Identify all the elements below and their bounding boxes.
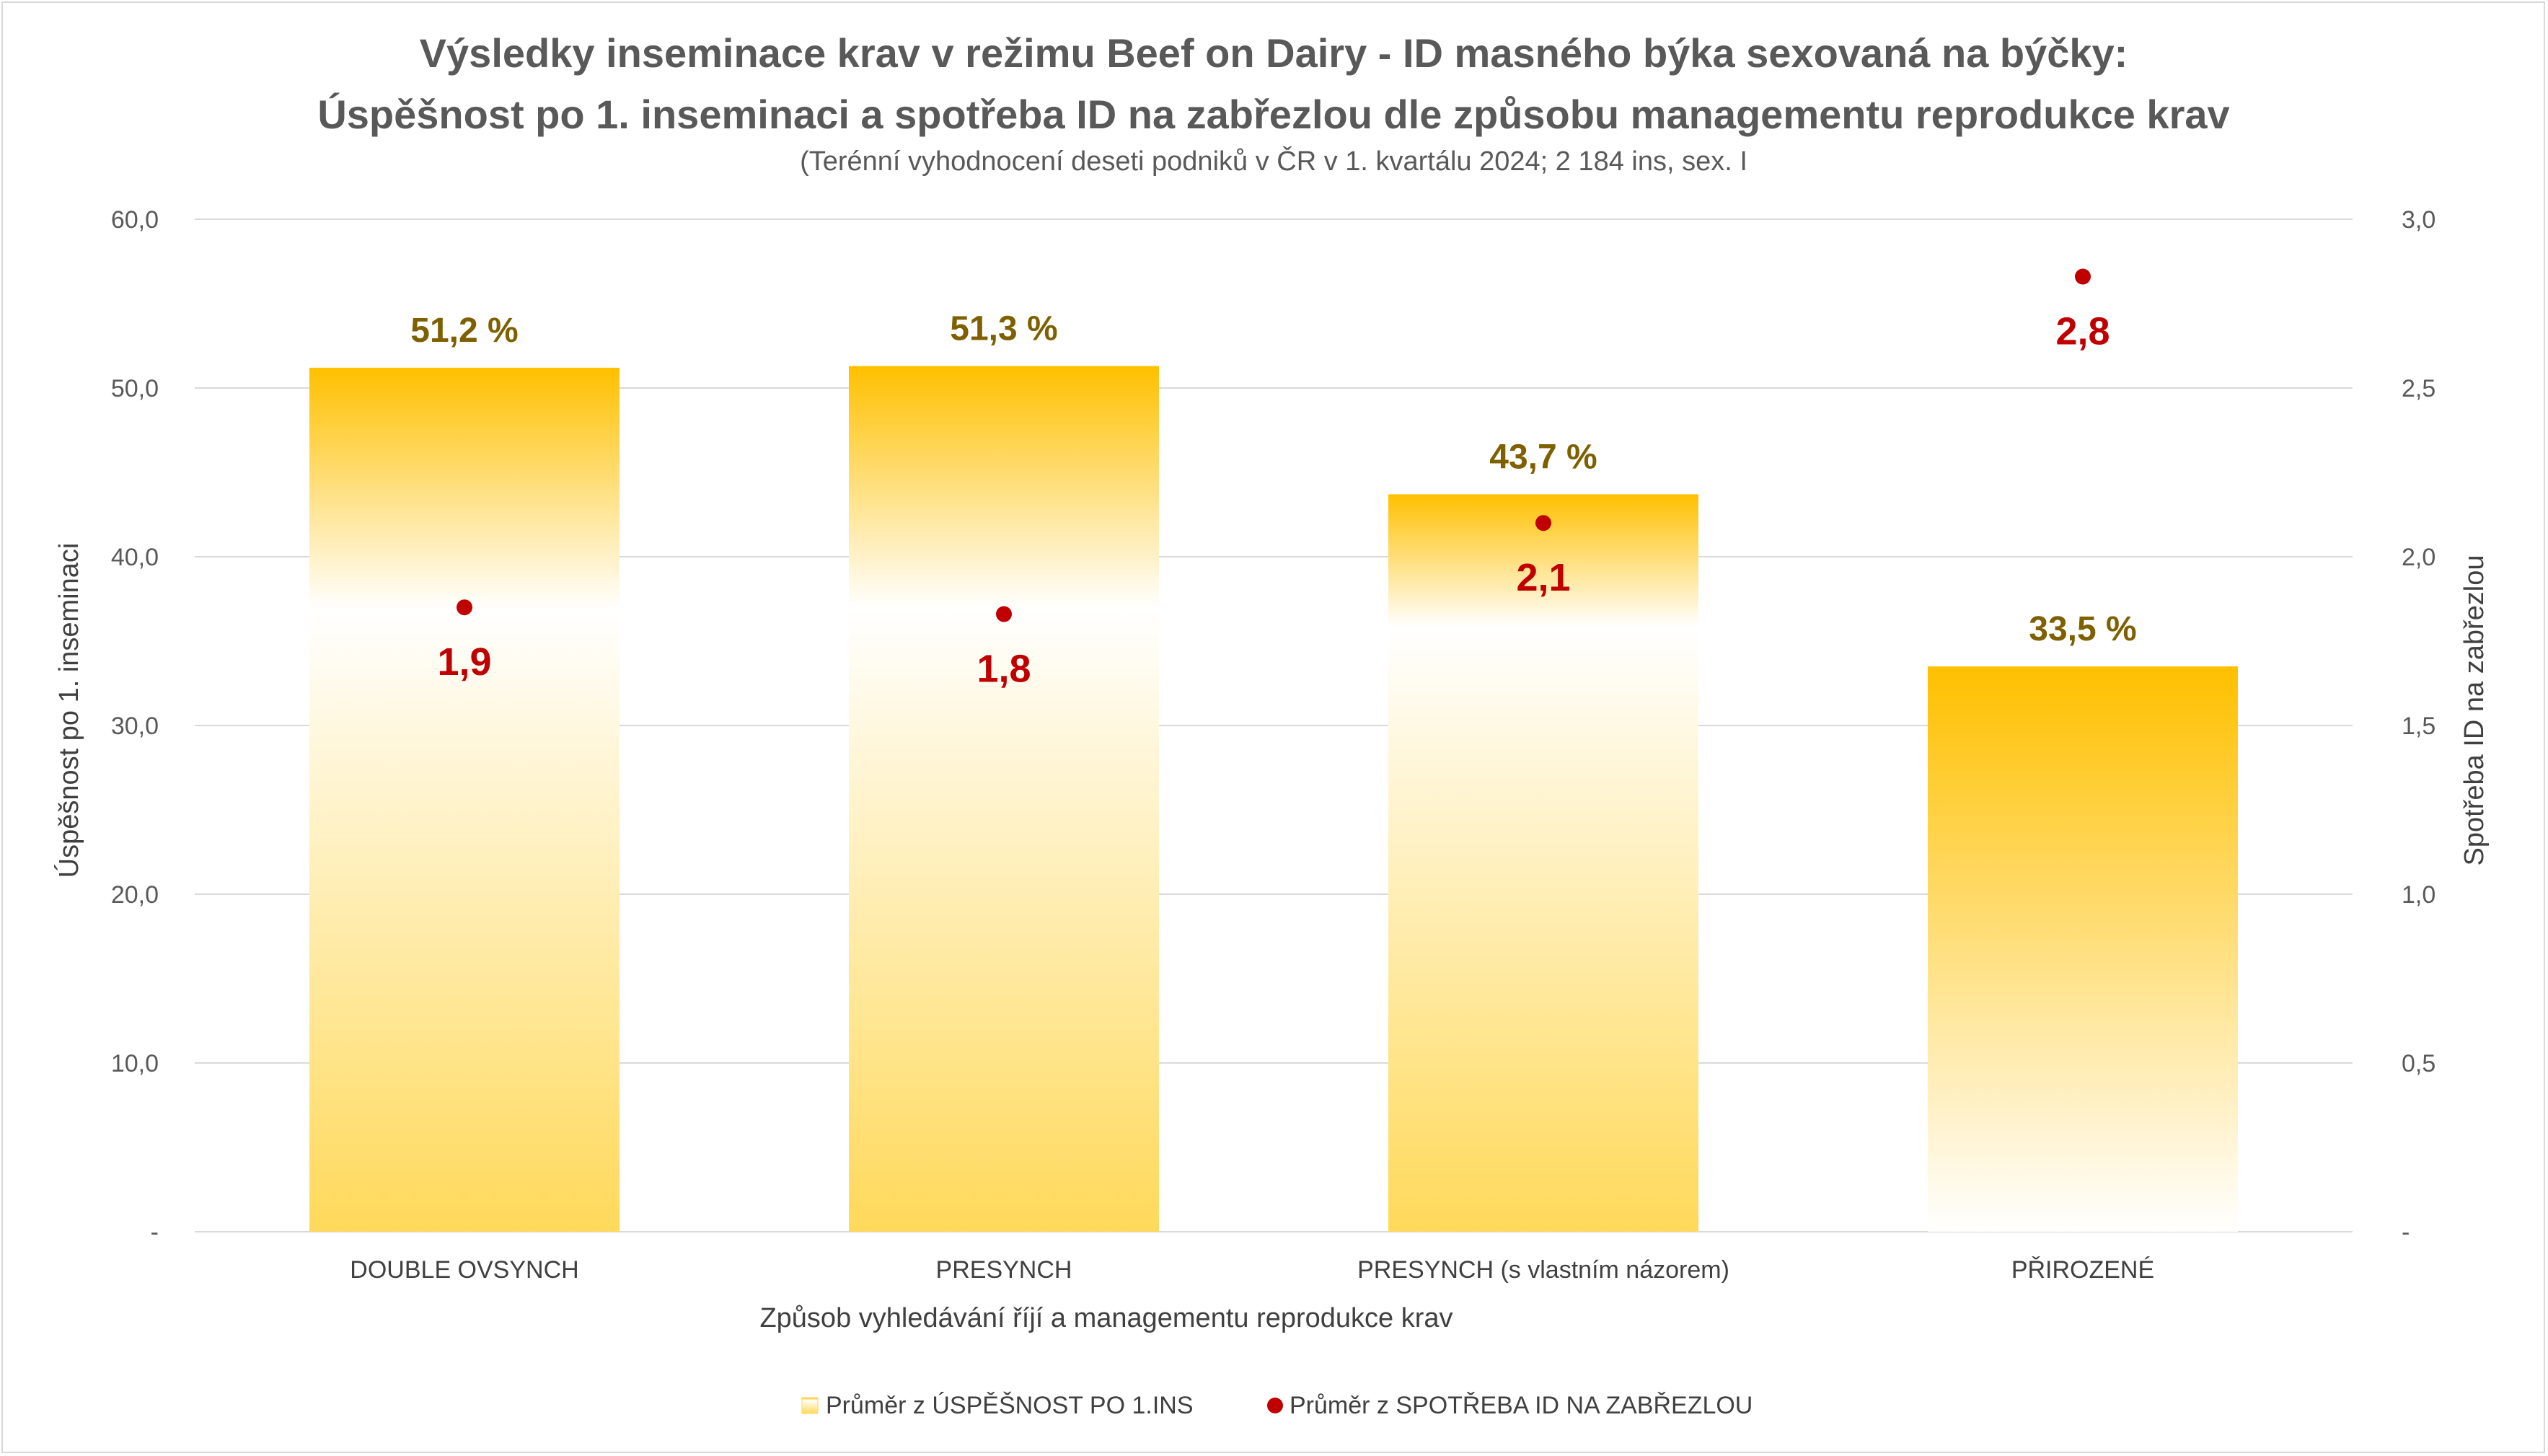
y2-tick-label: 1,0	[2402, 881, 2435, 909]
y-tick-label: 60,0	[111, 206, 159, 234]
bar-value-label: 51,3 %	[950, 310, 1057, 348]
bar-value-label: 51,2 %	[410, 312, 518, 350]
bar[interactable]	[849, 366, 1159, 1232]
data-point[interactable]	[996, 606, 1012, 622]
point-value-label: 2,8	[2055, 310, 2110, 353]
bar-value-label: 43,7 %	[1489, 438, 1597, 476]
data-point[interactable]	[2075, 268, 2091, 285]
y-tick-label: 30,0	[111, 712, 159, 740]
chart-subtitle: (Terénní vyhodnocení deseti podniků v ČR…	[800, 145, 1747, 177]
x-axis-title: Způsob vyhledávání říjí a managementu re…	[759, 1303, 1452, 1333]
y-tick-label: 20,0	[111, 881, 159, 909]
y2-axis-title: Spotřeba ID na zabřezlou	[2459, 555, 2490, 866]
y2-tick-label: 1,5	[2402, 712, 2435, 740]
category-labels: DOUBLE OVSYNCH PRESYNCH PRESYNCH (s vlastn…	[350, 1256, 2154, 1284]
point-value-label: 1,8	[977, 648, 1031, 691]
bar-value-label: 33,5 %	[2029, 610, 2136, 648]
y2-tick-label: 3,0	[2402, 206, 2435, 234]
point-data-labels: 1,9 1,8 2,1 2,8	[437, 310, 2110, 691]
right-axis-ticks: - 0,5 1,0 1,5 2,0 2,5 3,0	[2402, 206, 2435, 1246]
y-tick-label: 10,0	[111, 1050, 159, 1077]
legend-point-label: Průměr z SPOTŘEBA ID NA ZABŘEZLOU	[1290, 1392, 1753, 1419]
y2-tick-label: -	[2402, 1219, 2410, 1246]
chart-title-line2: Úspěšnost po 1. inseminaci a spotřeba ID…	[317, 92, 2229, 137]
bar-data-labels: 51,2 % 51,3 % 43,7 % 33,5 %	[410, 310, 2136, 649]
legend-item-bars[interactable]: Průměr z ÚSPĚŠNOST PO 1.INS	[801, 1392, 1194, 1419]
category-label: PRESYNCH (s vlastním názorem)	[1357, 1256, 1729, 1284]
y-tick-label: 40,0	[111, 544, 159, 571]
category-label: PRESYNCH	[936, 1256, 1072, 1284]
legend-bar-swatch	[801, 1397, 819, 1414]
bar-series	[309, 366, 2238, 1232]
point-value-label: 1,9	[437, 640, 491, 684]
category-label: DOUBLE OVSYNCH	[350, 1256, 578, 1284]
legend-bar-label: Průměr z ÚSPĚŠNOST PO 1.INS	[826, 1392, 1194, 1419]
bar[interactable]	[1928, 666, 2238, 1232]
y2-tick-label: 2,0	[2402, 544, 2435, 571]
left-axis-ticks: - 10,0 20,0 30,0 40,0 50,0 60,0	[111, 206, 159, 1246]
y-tick-label: 50,0	[111, 375, 159, 402]
data-point[interactable]	[1535, 515, 1551, 531]
legend-point-swatch	[1267, 1398, 1283, 1413]
chart-title-line1: Výsledky inseminace krav v režimu Beef o…	[420, 30, 2128, 76]
legend-item-points[interactable]: Průměr z SPOTŘEBA ID NA ZABŘEZLOU	[1267, 1392, 1753, 1419]
point-value-label: 2,1	[1516, 556, 1570, 599]
y-axis-title: Úspěšnost po 1. inseminaci	[53, 543, 84, 878]
legend: Průměr z ÚSPĚŠNOST PO 1.INS Průměr z SPO…	[801, 1392, 1753, 1419]
point-series	[457, 268, 2091, 622]
category-label: PŘIROZENÉ	[2011, 1256, 2154, 1284]
y2-tick-label: 0,5	[2402, 1050, 2435, 1077]
bar[interactable]	[1388, 494, 1698, 1232]
y-tick-label: -	[151, 1219, 159, 1246]
y2-tick-label: 2,5	[2402, 375, 2435, 402]
data-point[interactable]	[457, 599, 472, 616]
bar[interactable]	[309, 367, 620, 1232]
